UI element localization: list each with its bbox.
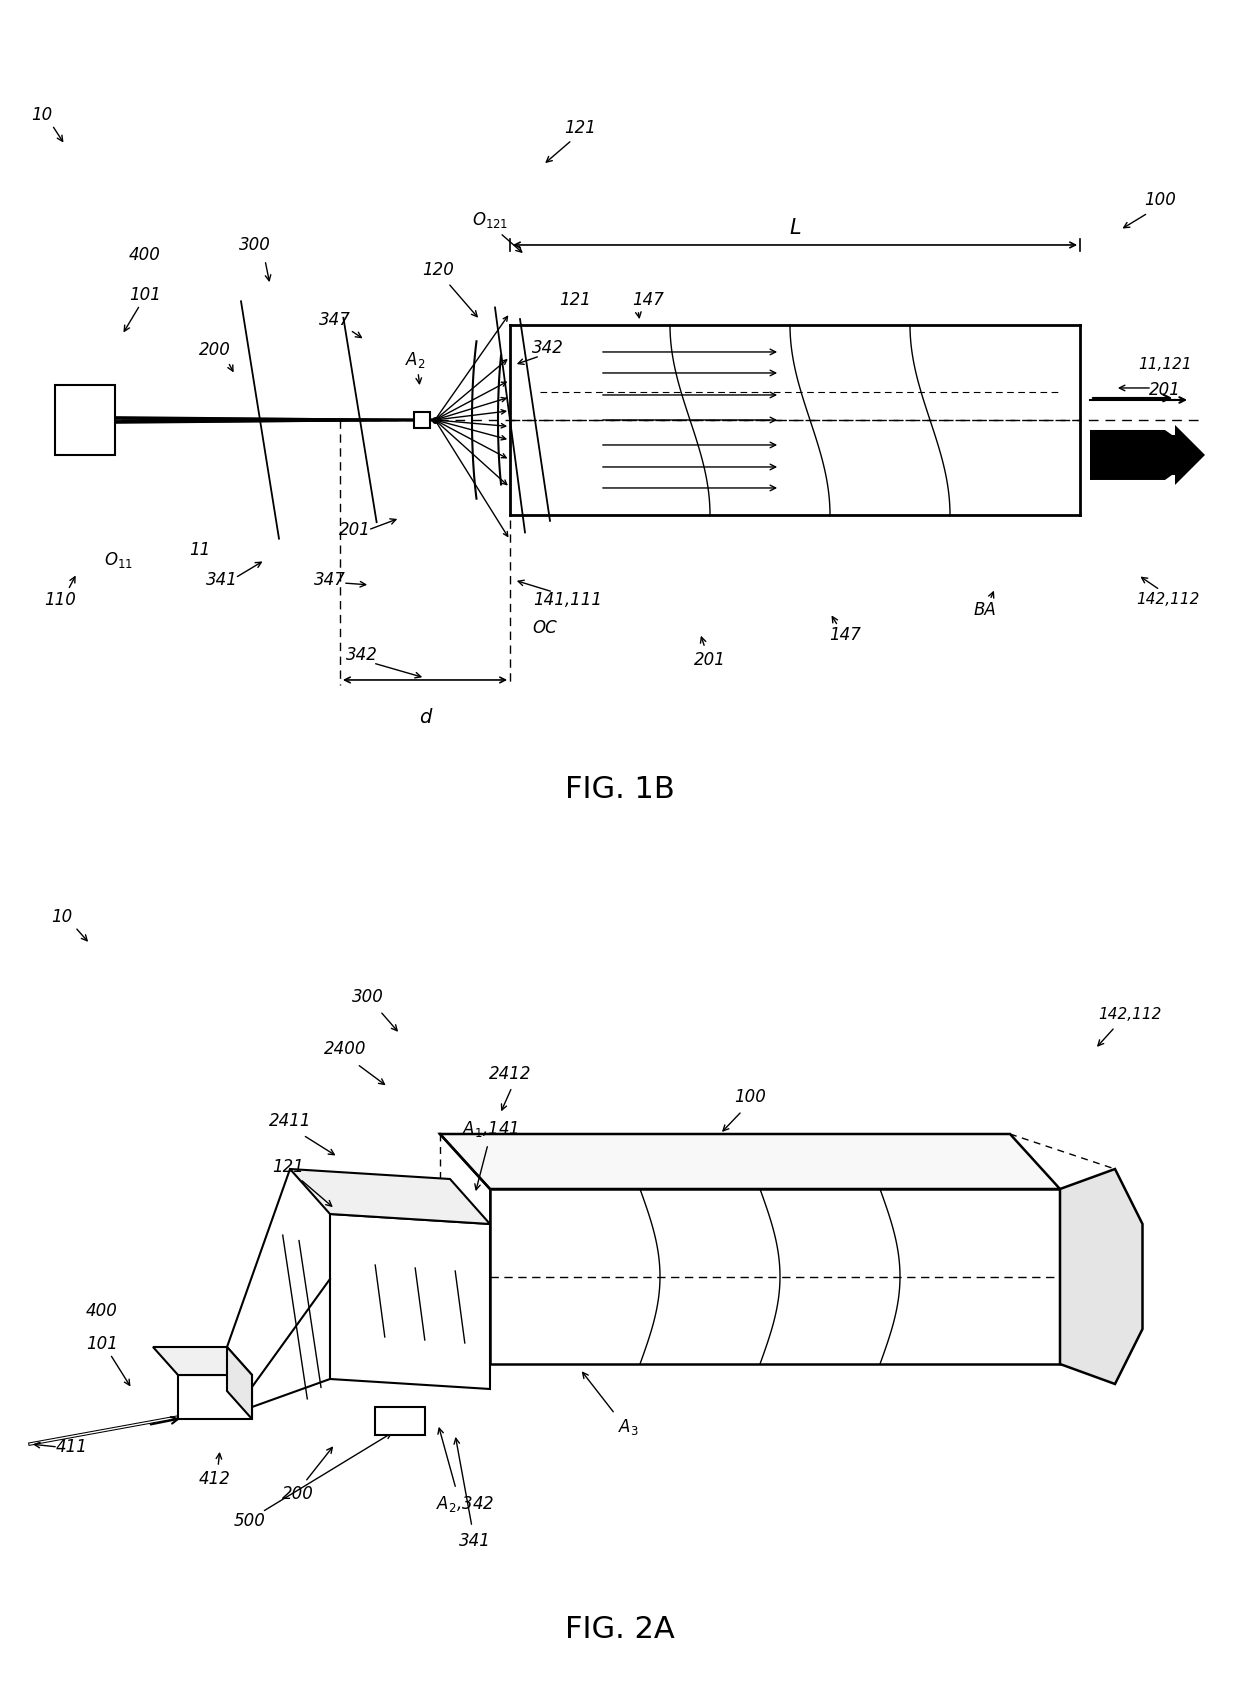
- Text: $A_1$,141: $A_1$,141: [461, 1119, 518, 1139]
- Text: 347: 347: [314, 571, 346, 589]
- Text: 342: 342: [346, 645, 378, 664]
- Text: 10: 10: [31, 105, 52, 124]
- Polygon shape: [1060, 1168, 1142, 1384]
- Polygon shape: [1090, 424, 1205, 486]
- Polygon shape: [1090, 430, 1200, 481]
- Text: 120: 120: [422, 261, 454, 278]
- Text: 10: 10: [51, 908, 73, 925]
- Polygon shape: [440, 1134, 1060, 1189]
- Polygon shape: [490, 1189, 1060, 1363]
- Text: BA: BA: [973, 601, 997, 620]
- Text: 121: 121: [564, 119, 596, 138]
- Polygon shape: [153, 1347, 252, 1375]
- Text: 411: 411: [56, 1438, 88, 1455]
- Text: OC: OC: [533, 620, 557, 637]
- Polygon shape: [290, 1168, 490, 1224]
- Text: 2411: 2411: [269, 1112, 311, 1129]
- Text: 2400: 2400: [324, 1039, 366, 1058]
- Text: 201: 201: [339, 521, 371, 538]
- Text: 412: 412: [200, 1470, 231, 1487]
- Text: 200: 200: [200, 341, 231, 358]
- Text: 300: 300: [352, 988, 384, 1005]
- Text: 201: 201: [694, 650, 725, 669]
- Text: L: L: [789, 217, 801, 238]
- Text: 121: 121: [272, 1158, 304, 1177]
- Text: 147: 147: [632, 290, 663, 309]
- Text: $A_2$: $A_2$: [404, 350, 425, 370]
- Text: $A_2$,342: $A_2$,342: [436, 1494, 494, 1515]
- Text: FIG. 1B: FIG. 1B: [565, 776, 675, 805]
- Text: $A_3$: $A_3$: [618, 1418, 639, 1437]
- Text: 400: 400: [86, 1302, 118, 1319]
- Text: 100: 100: [1145, 190, 1176, 209]
- Text: 110: 110: [45, 591, 76, 610]
- Text: 342: 342: [532, 340, 564, 357]
- Text: 11,121: 11,121: [1138, 358, 1192, 372]
- Text: d: d: [419, 708, 432, 727]
- Text: 347: 347: [319, 311, 351, 329]
- Bar: [55, 385, 115, 455]
- Text: 101: 101: [129, 285, 161, 304]
- Text: FIG. 2A: FIG. 2A: [565, 1615, 675, 1644]
- Text: 121: 121: [559, 290, 591, 309]
- Text: 141,111: 141,111: [533, 591, 603, 610]
- Text: 100: 100: [734, 1088, 766, 1105]
- Text: 142,112: 142,112: [1136, 593, 1199, 608]
- Bar: [414, 413, 430, 428]
- Polygon shape: [179, 1375, 252, 1420]
- Text: 2412: 2412: [489, 1065, 531, 1083]
- Text: 11: 11: [190, 542, 211, 559]
- Text: 200: 200: [281, 1486, 314, 1503]
- Text: 341: 341: [459, 1532, 491, 1550]
- Text: 300: 300: [239, 236, 270, 255]
- Text: 201: 201: [1149, 380, 1180, 399]
- Text: 142,112: 142,112: [1099, 1007, 1162, 1022]
- Text: $O_{121}$: $O_{121}$: [472, 211, 508, 229]
- Text: 341: 341: [206, 571, 238, 589]
- Text: 147: 147: [830, 627, 861, 644]
- Text: 400: 400: [129, 246, 161, 263]
- Text: $O_{11}$: $O_{11}$: [104, 550, 133, 571]
- Text: 500: 500: [234, 1511, 265, 1530]
- Bar: [374, 1408, 425, 1435]
- Polygon shape: [330, 1214, 490, 1389]
- Text: 101: 101: [86, 1335, 118, 1353]
- Polygon shape: [227, 1347, 252, 1420]
